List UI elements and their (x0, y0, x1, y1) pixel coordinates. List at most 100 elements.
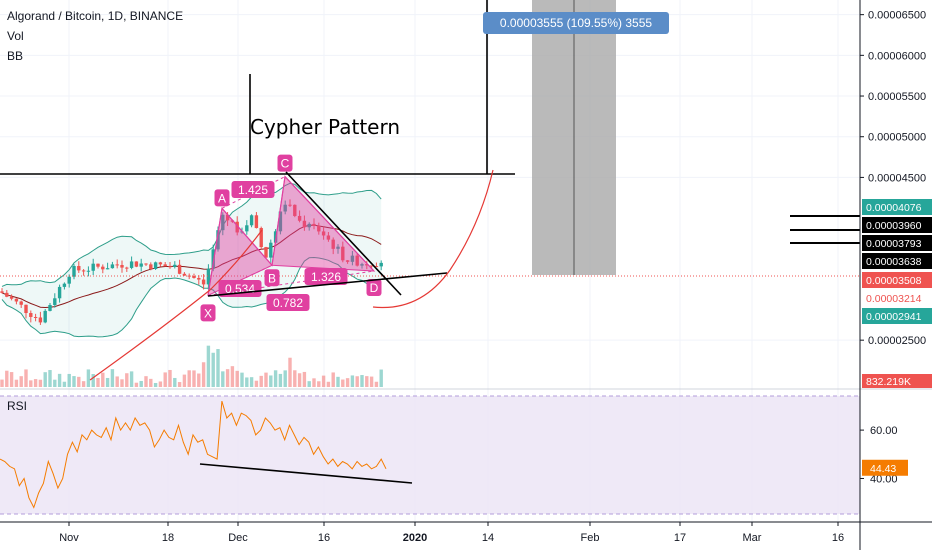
x-tick-label-3: 16 (318, 532, 330, 544)
volume-bar-0 (0, 379, 4, 387)
volume-bar-4 (19, 376, 23, 387)
volume-bar-40 (192, 370, 196, 387)
candle-body-29 (139, 263, 143, 267)
price-axis[interactable]: 0.00006500 0.00006000 0.00005500 0.00005000… (860, 10, 926, 486)
volume-bar-76 (365, 376, 369, 387)
candle-body-32 (153, 262, 158, 269)
volume-bar-10 (48, 370, 52, 387)
symbol-legend[interactable]: Algorand / Bitcoin, 1D, BINANCE (7, 9, 184, 23)
pattern-point-A-bg (214, 189, 230, 207)
pattern-point-B-bg (264, 269, 280, 287)
volume-bar-12 (57, 373, 62, 387)
candle-body-38 (182, 273, 187, 276)
candle-body-31 (149, 264, 153, 269)
y-tick-label-2: 0.00005500 (868, 91, 926, 103)
volume-bar-26 (125, 373, 129, 387)
volume-bar-53 (254, 380, 259, 387)
bb-fill (2, 183, 382, 337)
time-axis[interactable]: Nov 18 Dec 16 2020 14 Feb 17 Mar 16 (59, 522, 844, 544)
bollinger-bands (1, 182, 382, 338)
pattern-point-X-bg (200, 304, 216, 322)
volume-bar-37 (177, 382, 182, 387)
rsi-band (0, 396, 860, 514)
trendline-cd (285, 171, 402, 296)
candle-body-59 (283, 204, 287, 212)
volume-bar-48 (230, 366, 235, 387)
projection-curve[interactable] (89, 169, 494, 381)
volume-bar-2 (9, 372, 14, 387)
candle-body-62 (297, 215, 302, 221)
rsi-value-tag: 44.43 (870, 463, 896, 475)
trendline-xd (207, 272, 448, 297)
candle-body-34 (163, 264, 167, 267)
rsi-legend[interactable]: RSI (7, 399, 28, 413)
volume-bar-31 (149, 378, 153, 387)
vol-legend[interactable]: Vol (7, 29, 24, 43)
pattern-ratio-0: 1.425 (238, 183, 268, 197)
candle-body-21 (101, 266, 105, 270)
rsi-tick-label-0: 60.00 (870, 425, 898, 437)
price-tag-0: 0.00004076 (866, 202, 922, 214)
x-tick-label-8: Mar (743, 532, 762, 544)
candle-body-51 (245, 225, 249, 232)
x-tick-label-9: 16 (832, 532, 844, 544)
candle-body-12 (57, 286, 62, 299)
candle-body-73 (350, 255, 355, 262)
candle-body-72 (345, 260, 350, 262)
volume-bar-45 (216, 349, 220, 387)
candle-body-71 (341, 246, 345, 261)
candle-body-1 (5, 292, 9, 297)
bb-legend[interactable]: BB (7, 49, 24, 63)
rsi-divergence-line[interactable] (199, 463, 413, 484)
candle-body-27 (129, 261, 134, 268)
volume-bar-61 (293, 370, 297, 387)
price-tag-6: 0.00002941 (866, 311, 922, 323)
y-tick-label-1: 0.00006000 (868, 50, 926, 62)
volume-bar-16 (77, 376, 81, 387)
volume-bar-13 (62, 381, 67, 387)
pattern-point-C-bg (277, 154, 293, 172)
volume-bar-23 (110, 369, 115, 387)
candle-body-46 (221, 214, 225, 231)
volume-bar-52 (249, 377, 254, 387)
volume-bar-8 (38, 379, 43, 387)
candle-body-56 (269, 242, 273, 258)
volume-bar-6 (29, 380, 33, 387)
volume-bar-19 (91, 374, 95, 387)
volume-bar-50 (240, 372, 244, 387)
rsi-line (0, 400, 387, 509)
volume-bar-66 (317, 381, 321, 387)
candle-body-47 (225, 214, 230, 221)
x-tick-label-6: Feb (581, 532, 600, 544)
volume-bar-67 (321, 375, 326, 387)
price-tags: 0.00004076 0.00003960 0.00003793 0.00003638… (862, 199, 932, 476)
volume-bar-59 (283, 370, 287, 387)
candle-body-5 (24, 304, 28, 314)
candle-body-9 (43, 310, 47, 323)
candle-body-11 (53, 298, 57, 305)
rsi-tag-bg (862, 459, 908, 476)
x-tick-label-7: 17 (674, 532, 686, 544)
volume-bar-69 (331, 372, 335, 387)
candle-body-19 (91, 263, 95, 271)
price-tag-3: 0.00003638 (866, 256, 922, 268)
candle-body-61 (293, 204, 297, 216)
volume-bar-17 (81, 381, 86, 387)
candle-body-3 (14, 298, 19, 302)
y-tick-label-0: 0.00006500 (868, 10, 926, 22)
candle-body-79 (379, 262, 383, 267)
volume-bar-36 (173, 377, 177, 387)
candle-body-20 (96, 263, 100, 267)
volume-bar-62 (297, 373, 302, 387)
candle-body-25 (120, 265, 124, 268)
volume-bar-64 (307, 381, 311, 387)
volume-bar-33 (158, 381, 163, 387)
candle-body-70 (336, 246, 340, 249)
x-tick-label-2: Dec (228, 532, 248, 544)
volume-bar-34 (163, 372, 167, 387)
volume-bar-35 (168, 369, 172, 387)
candle-body-55 (264, 247, 268, 258)
candle-body-10 (48, 304, 52, 311)
